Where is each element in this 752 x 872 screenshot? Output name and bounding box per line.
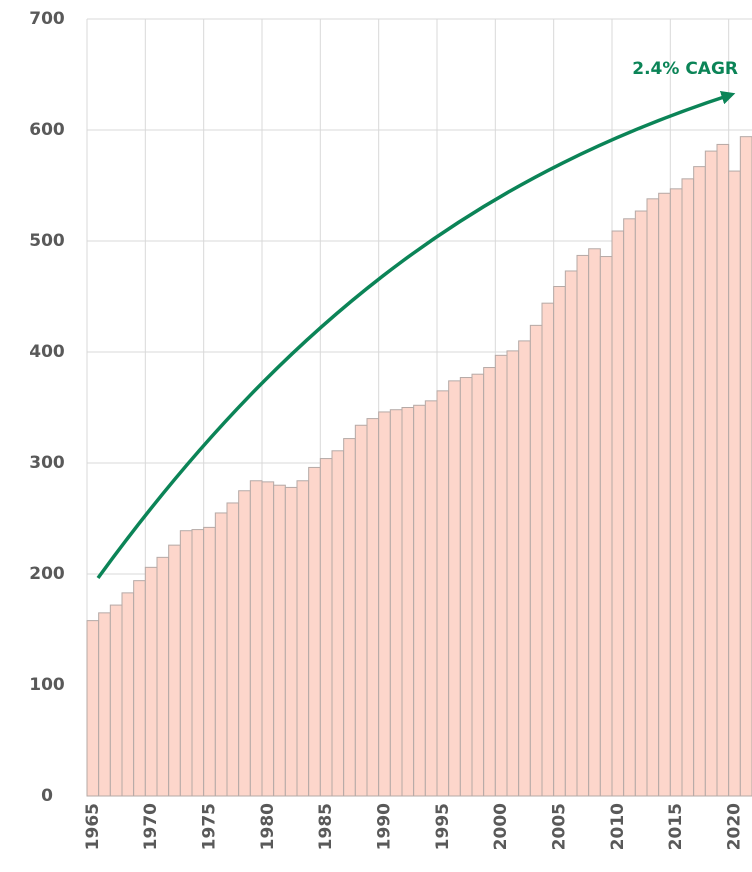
bars — [86, 136, 752, 797]
annotation: 2.4% CAGR — [632, 59, 738, 79]
bar — [588, 248, 601, 797]
bar — [494, 354, 508, 797]
bar — [109, 604, 123, 797]
bar — [354, 424, 368, 797]
bar — [611, 230, 625, 797]
bar — [261, 481, 275, 797]
bar — [343, 438, 356, 797]
bar — [599, 256, 613, 797]
bar — [459, 377, 473, 797]
bar — [98, 612, 111, 797]
y-tick-label: 300 — [29, 453, 65, 473]
bar — [658, 192, 671, 797]
bar — [704, 150, 718, 797]
x-tick-label: 1970 — [141, 803, 161, 850]
bar — [646, 198, 660, 797]
bar — [623, 218, 636, 797]
cagr-arrow — [96, 90, 736, 580]
bar — [413, 404, 426, 797]
y-tick-label: 100 — [29, 675, 65, 695]
bar — [168, 544, 181, 797]
bar — [728, 170, 741, 797]
bar — [483, 367, 496, 797]
bar — [319, 458, 333, 797]
bar — [214, 512, 228, 797]
x-tick-label: 2010 — [608, 803, 628, 850]
x-tick-label: 2020 — [725, 803, 745, 850]
bar — [681, 178, 695, 797]
y-tick-label: 0 — [41, 786, 53, 806]
bar — [716, 143, 730, 797]
bar — [471, 373, 485, 797]
x-tick-label: 1985 — [316, 803, 336, 850]
bar — [634, 210, 648, 797]
bar — [401, 407, 415, 797]
bar — [506, 350, 520, 797]
bar — [144, 566, 158, 797]
bar — [576, 254, 590, 797]
bar — [693, 166, 706, 797]
bar — [238, 490, 251, 797]
bar — [273, 484, 286, 797]
bar — [121, 592, 135, 797]
x-tick-label: 2000 — [491, 803, 511, 850]
bar — [448, 380, 461, 797]
y-tick-label: 700 — [29, 9, 65, 29]
bar — [564, 270, 578, 797]
bar — [226, 502, 240, 797]
bar — [378, 411, 391, 797]
y-tick-label: 500 — [29, 231, 65, 251]
x-tick-label: 1980 — [258, 803, 278, 850]
bar — [541, 302, 555, 797]
bar — [179, 530, 193, 797]
x-tick-label: 1995 — [433, 803, 453, 850]
bar — [249, 480, 263, 797]
x-tick-label: 1990 — [375, 803, 395, 850]
bar — [366, 418, 380, 797]
bar — [203, 526, 216, 797]
y-tick-label: 200 — [29, 564, 65, 584]
bar — [553, 286, 566, 797]
x-tick-label: 2015 — [666, 803, 686, 850]
bar — [739, 136, 752, 797]
bar — [308, 466, 321, 797]
bar — [331, 450, 345, 797]
bar — [133, 580, 146, 797]
x-tick-label: 1975 — [200, 803, 220, 850]
bar — [156, 556, 170, 797]
bar — [436, 390, 450, 797]
bar — [191, 529, 205, 797]
bar — [529, 324, 543, 797]
bar — [424, 400, 438, 797]
y-tick-label: 600 — [29, 120, 65, 140]
bar — [86, 620, 100, 797]
x-tick-label: 2005 — [550, 803, 570, 850]
bar — [518, 340, 531, 797]
bar — [389, 409, 403, 797]
x-tick-label: 1965 — [83, 803, 103, 850]
bar — [669, 188, 683, 797]
y-tick-label: 400 — [29, 342, 65, 362]
bar — [296, 480, 310, 797]
bar — [284, 486, 298, 797]
